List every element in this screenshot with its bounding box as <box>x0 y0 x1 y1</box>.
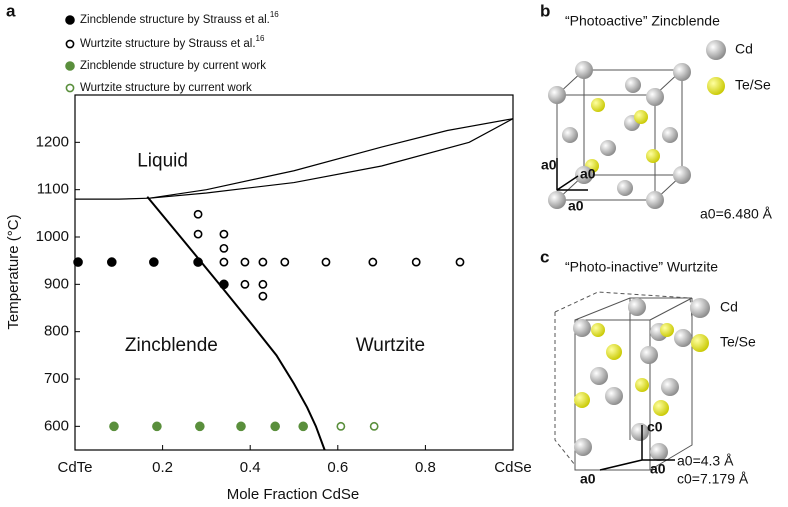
legend-marker <box>65 83 75 93</box>
phase-label: Zincblende <box>125 335 218 356</box>
legend-marker <box>65 61 75 71</box>
data-point <box>368 257 378 267</box>
axis-label: a0 <box>541 157 557 173</box>
phase-label: Wurtzite <box>356 335 425 356</box>
data-point <box>336 421 346 431</box>
data-point <box>193 257 203 267</box>
y-tick-label: 1000 <box>36 228 69 245</box>
phase-boundary <box>149 118 514 199</box>
legend-name: Wurtzite structure by current work <box>80 82 252 94</box>
legend-label: Wurtzite structure by Strauss et al.16 <box>80 34 265 50</box>
data-point <box>240 257 250 267</box>
data-point <box>193 209 203 219</box>
data-point <box>193 229 203 239</box>
axis-label: c0 <box>647 419 663 435</box>
legend-marker <box>65 15 75 25</box>
legend-ref: 16 <box>256 34 265 43</box>
legend-label: Te/Se <box>735 77 771 93</box>
y-tick-label: 900 <box>44 275 69 292</box>
data-point <box>258 279 268 289</box>
panel-label: b <box>540 1 550 20</box>
data-point <box>455 257 465 267</box>
panel-title: “Photo-inactive” Wurtzite <box>565 259 718 275</box>
data-point <box>219 243 229 253</box>
data-point <box>219 279 229 290</box>
axis-label: a0 <box>650 461 666 477</box>
lattice-parameter: c0=7.179 Å <box>677 471 749 487</box>
legend-marker <box>65 39 75 49</box>
data-point <box>240 279 250 289</box>
x-tick-label: CdTe <box>57 459 92 476</box>
legend-label: Te/Se <box>720 334 756 350</box>
axis-label: a0 <box>580 471 596 487</box>
legend-name: Zincblende structure by Strauss et al. <box>80 14 270 26</box>
x-tick-label: 0.4 <box>240 459 261 476</box>
y-tick-label: 1100 <box>37 181 69 198</box>
legend-label: Cd <box>735 41 753 57</box>
data-point <box>106 257 117 267</box>
data-point <box>369 421 379 431</box>
zincblende-diagram: b “Photoactive” Zincblende Cd Te/Se a0 a… <box>540 1 773 221</box>
phase-label: Liquid <box>137 150 188 171</box>
data-point <box>109 421 119 432</box>
phase-boundary <box>146 196 326 451</box>
data-point <box>280 257 290 267</box>
panel-label: a <box>6 1 16 20</box>
data-point <box>298 421 308 432</box>
x-tick-label: 0.8 <box>415 459 436 476</box>
lattice-parameter: a0=6.480 Å <box>700 206 773 222</box>
x-tick-label: CdSe <box>494 459 532 476</box>
axis-label: a0 <box>580 166 596 182</box>
data-point <box>73 257 83 267</box>
x-tick-label: 0.6 <box>327 459 348 476</box>
legend-name: Wurtzite structure by Strauss et al. <box>80 38 256 50</box>
data-point <box>411 257 421 267</box>
data-point <box>195 421 205 432</box>
panel-label: c <box>540 247 549 266</box>
x-tick-label: 0.2 <box>152 459 173 476</box>
data-point <box>152 421 162 432</box>
y-tick-label: 1200 <box>36 133 69 150</box>
legend-label: Wurtzite structure by current work <box>80 82 252 94</box>
x-axis-label: Mole Fraction CdSe <box>227 486 360 503</box>
data-point <box>219 257 229 267</box>
legend-ref: 16 <box>270 10 279 19</box>
legend-label: Zincblende structure by current work <box>80 60 266 72</box>
data-point <box>321 257 331 267</box>
data-point <box>270 421 280 432</box>
y-tick-label: 800 <box>44 323 69 340</box>
phase-boundary <box>75 118 514 200</box>
data-point <box>149 257 159 267</box>
data-point <box>219 229 229 239</box>
legend-label: Cd <box>720 299 738 315</box>
data-point <box>258 257 268 267</box>
axis-label: a0 <box>568 198 584 214</box>
data-point <box>236 421 246 432</box>
plot-frame <box>74 94 514 451</box>
y-tick-label: 700 <box>44 370 69 387</box>
y-axis-label: Temperature (°C) <box>5 214 22 329</box>
panel-title: “Photoactive” Zincblende <box>565 13 720 29</box>
data-point <box>258 291 268 301</box>
lattice-parameter: a0=4.3 Å <box>677 453 734 469</box>
wurtzite-diagram: c “Photo-inactive” Wurtzite Cd Te/Se c0 … <box>540 247 756 486</box>
legend-name: Zincblende structure by current work <box>80 60 266 72</box>
y-tick-label: 600 <box>44 417 69 434</box>
legend-label: Zincblende structure by Strauss et al.16 <box>80 10 279 26</box>
